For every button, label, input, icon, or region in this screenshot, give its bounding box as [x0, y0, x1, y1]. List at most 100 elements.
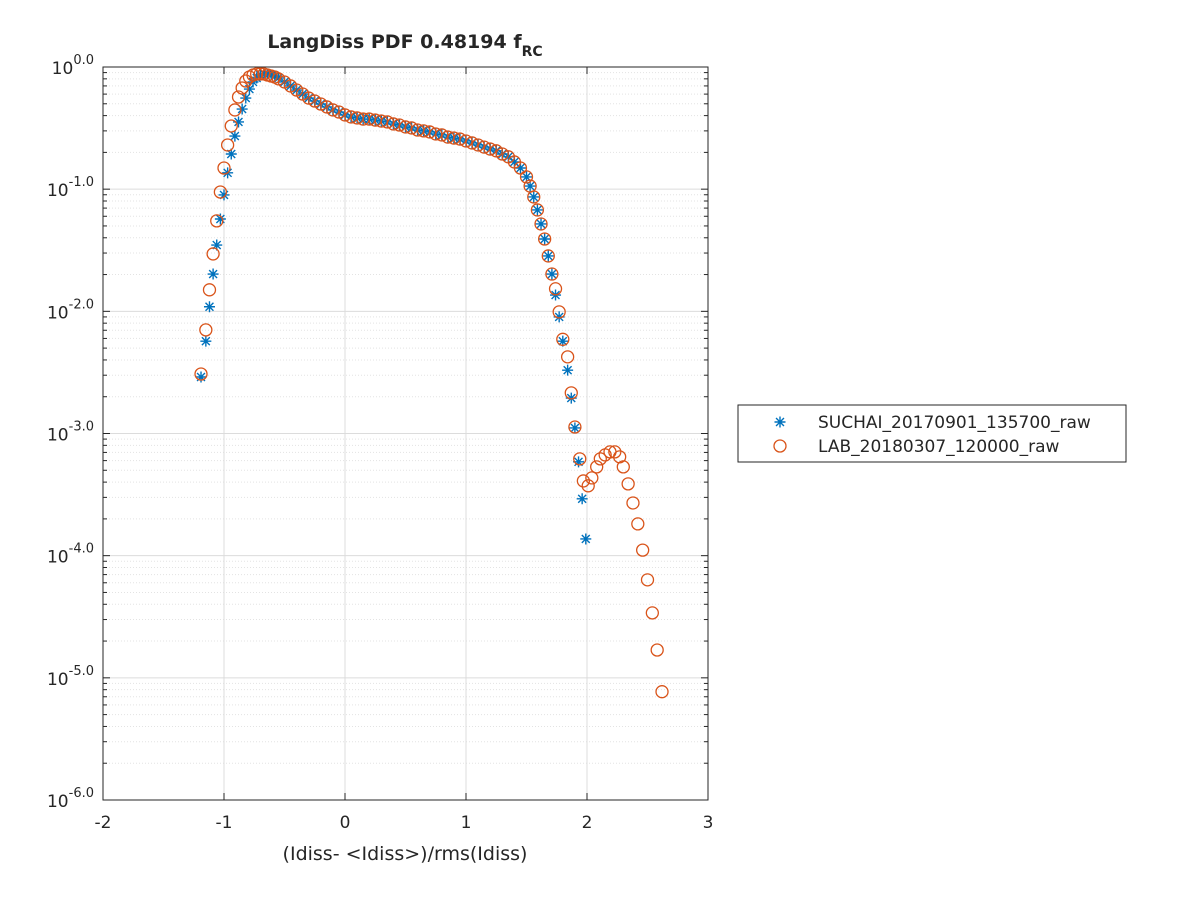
marker-shape: [465, 136, 479, 150]
circle-marker: [631, 517, 645, 531]
marker-shape: [262, 68, 274, 80]
marker-shape: [308, 94, 322, 108]
marker-shape: [528, 191, 540, 203]
circle-marker: [253, 67, 267, 81]
circle-marker: [556, 332, 570, 346]
asterisk-marker: [315, 98, 327, 110]
asterisk-marker: [580, 533, 592, 545]
circle-marker: [217, 161, 231, 175]
marker-shape: [338, 108, 352, 122]
marker-shape: [459, 134, 473, 148]
circle-marker: [213, 185, 228, 199]
marker-shape: [429, 127, 443, 141]
marker-shape: [616, 460, 630, 474]
circle-marker: [231, 90, 246, 104]
marker-shape: [213, 185, 228, 199]
circle-marker: [489, 144, 503, 158]
marker-shape: [477, 140, 491, 154]
marker-shape: [386, 117, 401, 131]
circle-marker: [314, 97, 328, 111]
marker-shape: [332, 105, 346, 119]
marker-shape: [217, 161, 231, 175]
marker-shape: [233, 116, 245, 128]
asterisk-marker: [229, 130, 241, 142]
asterisk-marker: [225, 148, 237, 160]
legend-label: LAB_20180307_120000_raw: [818, 437, 1059, 457]
y-tick-exponent: -6.0: [69, 786, 94, 801]
asterisk-marker: [214, 213, 226, 225]
y-tick-base: 10: [47, 548, 69, 568]
asterisk-marker: [279, 76, 290, 88]
asterisk-marker: [240, 92, 252, 104]
x-tick-label: 0: [340, 813, 351, 833]
marker-shape: [285, 80, 297, 92]
marker-shape: [521, 171, 532, 183]
asterisk-marker: [531, 204, 543, 216]
asterisk-marker: [243, 83, 255, 95]
marker-shape: [489, 144, 503, 158]
asterisk-marker: [265, 69, 277, 81]
marker-shape: [321, 101, 333, 113]
y-tick-label: 10-6.0: [47, 786, 94, 812]
circle-marker: [568, 420, 582, 434]
x-tick-label: -1: [216, 813, 233, 833]
circle-marker: [560, 350, 575, 364]
marker-shape: [303, 92, 315, 104]
marker-shape: [279, 76, 290, 88]
circle-marker: [477, 140, 491, 154]
marker-shape: [608, 445, 622, 459]
marker-shape: [200, 335, 212, 347]
asterisk-marker: [269, 70, 281, 82]
marker-shape: [374, 114, 388, 128]
circle-marker: [548, 282, 563, 296]
marker-shape: [773, 439, 787, 453]
marker-shape: [253, 67, 267, 81]
marker-shape: [535, 218, 547, 230]
marker-shape: [557, 335, 569, 347]
marker-shape: [560, 350, 575, 364]
circle-marker: [564, 386, 578, 400]
circle-marker: [519, 170, 534, 184]
marker-shape: [502, 151, 514, 163]
y-tick-exponent: -1.0: [69, 175, 94, 190]
marker-shape: [231, 90, 246, 104]
marker-shape: [220, 138, 235, 152]
circle-marker: [416, 124, 431, 138]
circle-marker: [590, 460, 604, 474]
marker-shape: [207, 268, 219, 280]
marker-shape: [495, 147, 509, 161]
marker-shape: [527, 190, 541, 204]
marker-shape: [483, 142, 497, 156]
marker-shape: [542, 250, 554, 262]
circle-marker: [202, 283, 217, 297]
marker-shape: [585, 471, 599, 485]
x-tick-label: 3: [703, 813, 714, 833]
marker-shape: [435, 128, 449, 142]
marker-shape: [548, 282, 563, 296]
marker-shape: [218, 189, 230, 201]
circle-marker: [447, 131, 461, 145]
marker-shape: [562, 364, 574, 376]
circle-marker: [271, 72, 286, 86]
marker-shape: [530, 203, 545, 217]
marker-shape: [265, 69, 277, 81]
asterisk-marker: [508, 156, 520, 168]
marker-shape: [593, 452, 607, 466]
asterisk-marker: [576, 493, 588, 505]
y-tick-label: 10-1.0: [47, 175, 94, 201]
y-tick-exponent: -4.0: [69, 542, 94, 557]
circle-marker: [423, 125, 437, 139]
marker-shape: [534, 217, 548, 231]
asterisk-marker: [573, 456, 585, 468]
marker-shape: [626, 496, 640, 510]
asterisk-marker: [521, 171, 532, 183]
asterisk-marker: [236, 103, 248, 115]
circle-marker: [645, 606, 659, 620]
title-subscript: RC: [522, 44, 543, 60]
title-text: LangDiss PDF 0.48194 f: [267, 31, 522, 53]
asterisk-marker: [535, 218, 547, 230]
asterisk-marker: [565, 392, 577, 404]
marker-shape: [640, 573, 655, 587]
marker-shape: [568, 420, 582, 434]
asterisk-marker: [233, 116, 245, 128]
